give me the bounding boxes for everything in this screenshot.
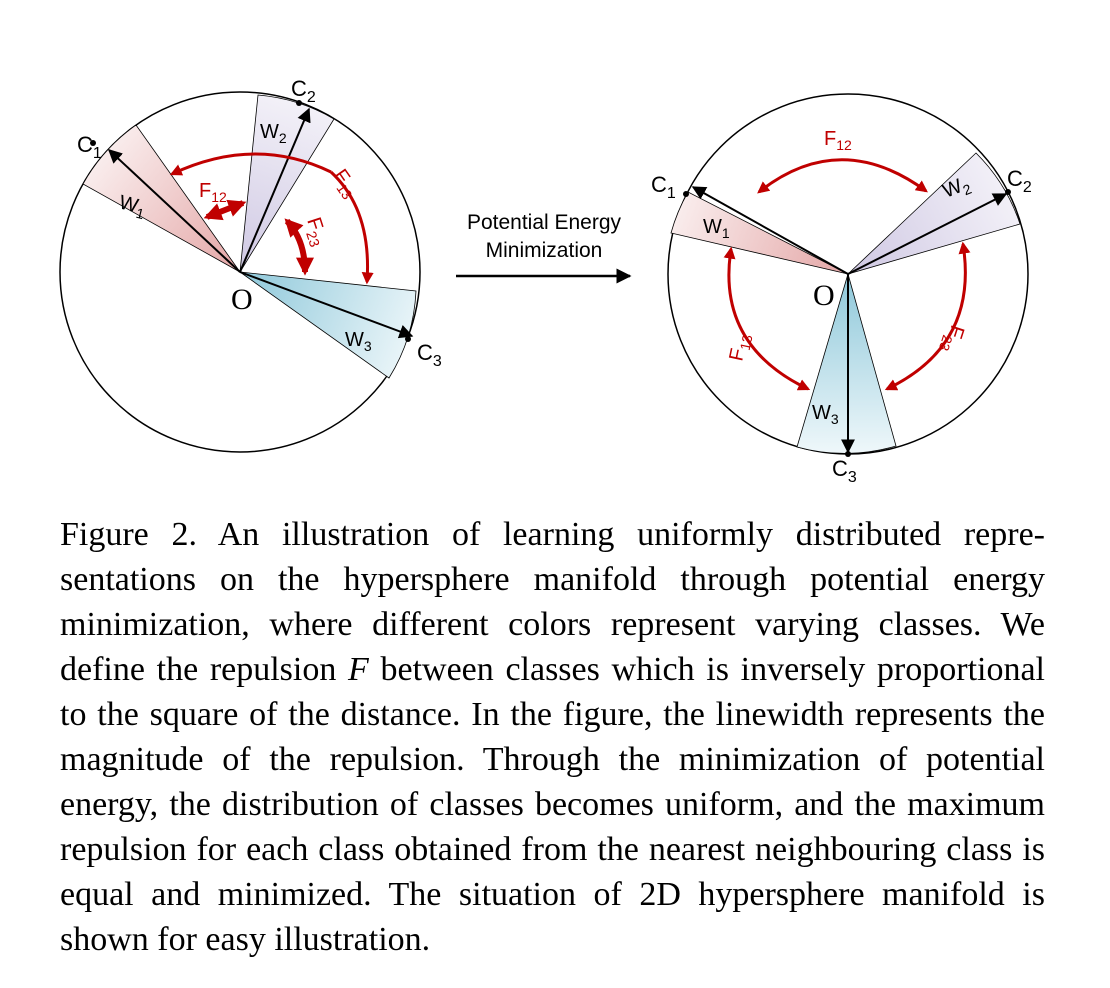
- left-c3-label: C3: [417, 340, 442, 370]
- left-f13-arc-right: [329, 170, 374, 285]
- right-f13-label: F13: [725, 331, 755, 364]
- left-f23-arrow: [284, 218, 314, 276]
- left-c1-label: C1: [77, 132, 102, 162]
- right-diagram: O C1 C2 C3 W1 W2 W3 F12 F13 F23: [651, 93, 1032, 486]
- caption-f-symbol: F: [348, 651, 369, 688]
- left-c2-point: [296, 100, 302, 106]
- left-w1-vector: [107, 149, 241, 273]
- arrow-label-line2: Minimization: [486, 239, 603, 262]
- right-f13-arc: [723, 246, 811, 391]
- right-c1-point: [683, 191, 689, 197]
- left-c2-label: C2: [291, 76, 316, 106]
- caption-part-2: between classes which is inversely pro­p…: [60, 651, 1046, 958]
- minimization-arrow-group: Potential Energy Minimization: [456, 211, 632, 284]
- left-w2-label: W2: [260, 121, 287, 146]
- left-w3-label: W3: [345, 329, 372, 354]
- right-c2-label: C2: [1007, 166, 1032, 196]
- left-f13-arc-top: [169, 152, 332, 176]
- right-c2-point: [1005, 189, 1011, 195]
- right-f12-label: F12: [824, 128, 852, 153]
- left-f12-arrow: [203, 199, 247, 221]
- left-c1-point: [90, 140, 96, 146]
- caption-part-1: Figure 2. An illustration of learning un…: [60, 516, 1045, 688]
- left-f12-label: F12: [199, 180, 227, 205]
- figure-illustration: O C1 C2 C3 W1 W2 W3 F12 F13 F23 Potentia…: [59, 76, 1032, 486]
- arrow-label-line1: Potential Energy: [467, 211, 622, 234]
- right-c1-label: C1: [651, 172, 676, 202]
- figure-svg: O C1 C2 C3 W1 W2 W3 F12 F13 F23 Potentia…: [59, 76, 1032, 486]
- left-w3-vector: [239, 271, 414, 339]
- right-f23-label: F23: [936, 322, 968, 356]
- right-f12-arc: [757, 158, 928, 194]
- right-w1-vector: [691, 186, 849, 275]
- figure-caption: Figure 2. An illustration of learning un…: [60, 512, 1045, 962]
- right-w1-label: W1: [703, 216, 730, 241]
- right-f23-arc: [884, 241, 971, 391]
- right-w3-label: W3: [812, 402, 839, 427]
- right-origin-label: O: [813, 279, 835, 312]
- right-c3-point: [845, 451, 851, 457]
- left-c3-point: [405, 336, 411, 342]
- left-w1-label: W1: [116, 192, 148, 223]
- left-diagram: O C1 C2 C3 W1 W2 W3 F12 F13 F23: [59, 76, 442, 453]
- right-w2-vector: [847, 193, 1008, 275]
- left-origin-label: O: [231, 283, 253, 316]
- left-w2-vector: [239, 107, 311, 273]
- right-c3-label: C3: [832, 456, 857, 486]
